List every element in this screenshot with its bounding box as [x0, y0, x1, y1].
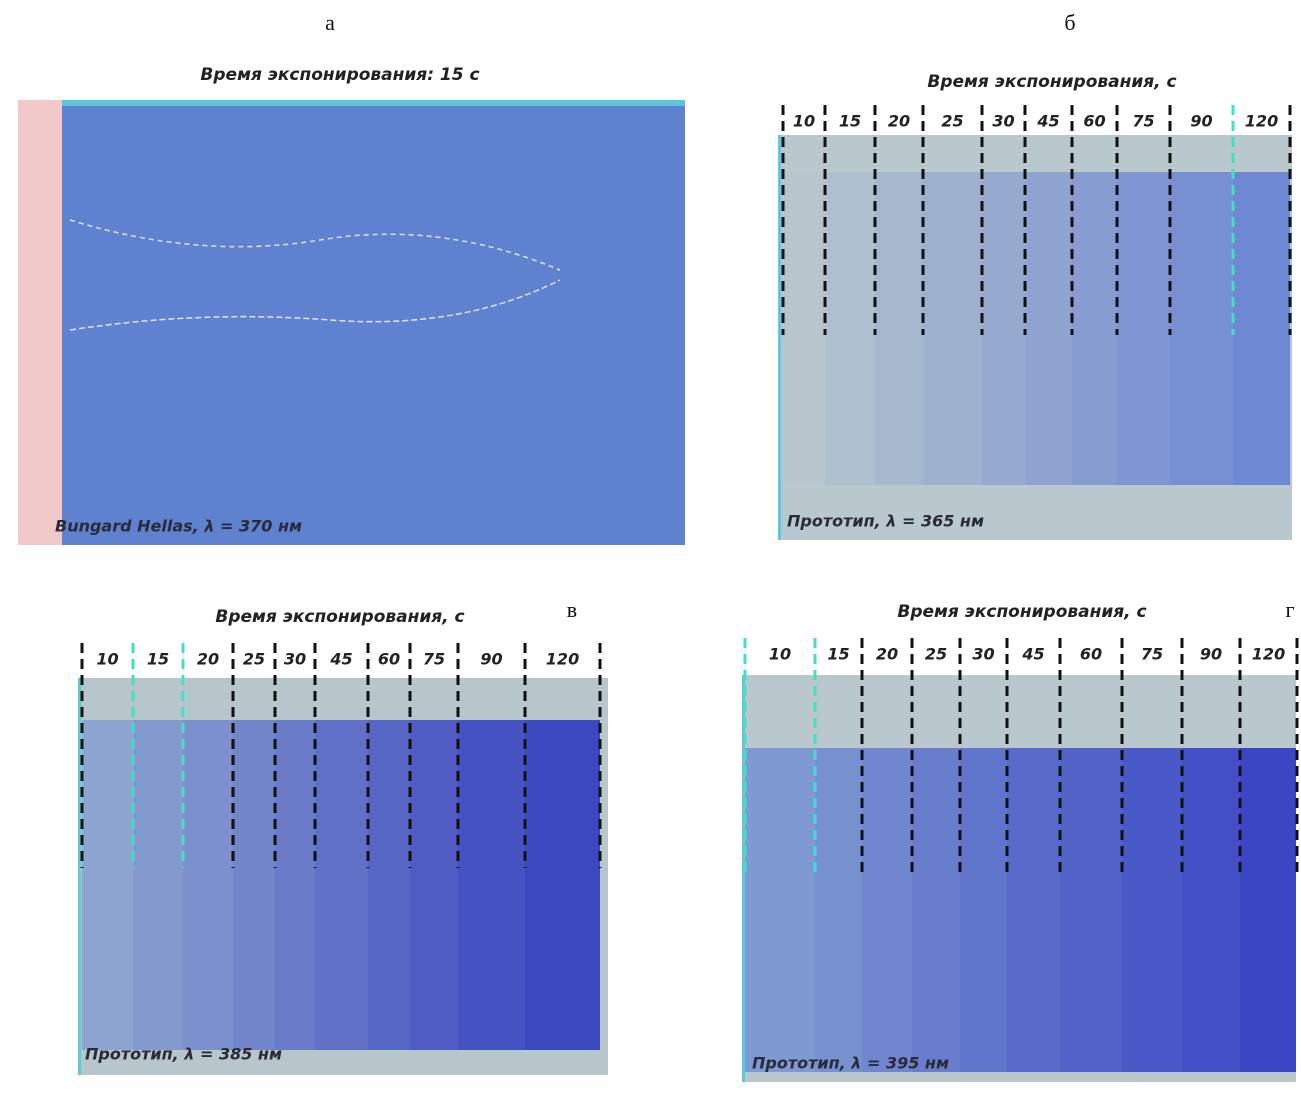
panel-letter: б — [1064, 10, 1075, 35]
exposure-time: 90 — [1200, 645, 1222, 664]
exposed-strip — [1240, 748, 1296, 1072]
exposure-time: 10 — [769, 645, 791, 664]
panel-title: Время экспонирования, с — [897, 602, 1146, 622]
exposure-time: 120 — [1245, 112, 1278, 131]
exposure-time: 75 — [423, 650, 445, 669]
panel-title: Время экспонирования, с — [215, 607, 464, 627]
exposure-time: 75 — [1132, 112, 1154, 131]
panel-letter: г — [1285, 597, 1294, 622]
exposure-time: 60 — [1080, 645, 1102, 664]
exposed-strip — [458, 720, 525, 1050]
panel-letter: в — [567, 597, 577, 622]
exposed-strip — [1072, 172, 1117, 485]
exposed-strip — [1182, 748, 1240, 1072]
exposure-time: 20 — [876, 645, 898, 664]
exposed-strip — [1025, 172, 1072, 485]
exposure-time: 90 — [480, 650, 502, 669]
exposure-time: 45 — [329, 650, 352, 669]
exposed-strip — [862, 748, 912, 1072]
exposed-strip — [410, 720, 458, 1050]
caption: Bungard Hellas, λ = 370 нм — [55, 517, 302, 536]
exposure-time: 20 — [197, 650, 219, 669]
exposure-time: 25 — [925, 645, 947, 664]
exposed-strip — [1170, 172, 1233, 485]
exposure-time: 15 — [827, 645, 849, 664]
exposure-time: 10 — [793, 112, 815, 131]
caption: Прототип, λ = 395 нм — [752, 1054, 949, 1073]
exposed-strip — [982, 172, 1025, 485]
exposure-time: 120 — [1252, 645, 1285, 664]
exposed-strip — [525, 720, 600, 1050]
exposed-strip — [82, 720, 133, 1050]
exposed-strip — [275, 720, 315, 1050]
exposure-time: 20 — [888, 112, 910, 131]
panel-title: Время экспонирования, с — [927, 72, 1176, 92]
exposed-strip — [1007, 748, 1060, 1072]
exposed-strip — [183, 720, 233, 1050]
exposed-strip — [1122, 748, 1182, 1072]
exposed-strip — [133, 720, 183, 1050]
exposure-time: 30 — [284, 650, 306, 669]
photo-border — [62, 100, 685, 106]
exposed-strip — [368, 720, 410, 1050]
exposure-time: 30 — [972, 645, 994, 664]
exposure-time: 60 — [1083, 112, 1105, 131]
photo-border — [778, 135, 781, 540]
caption: Прототип, λ = 385 нм — [85, 1045, 282, 1064]
exposed-strip — [875, 172, 923, 485]
exposed-strip — [815, 748, 862, 1072]
exposure-time: 90 — [1190, 112, 1212, 131]
exposed-strip — [923, 172, 982, 485]
panel-letter: а — [325, 10, 335, 35]
exposed-strip — [745, 748, 815, 1072]
photo-edge — [18, 100, 68, 545]
exposed-strip — [825, 172, 875, 485]
exposed-strip — [960, 748, 1007, 1072]
photo-border — [78, 678, 81, 1075]
figure: Bungard Hellas, λ = 370 нм а Время экспони… — [0, 0, 1301, 1120]
exposure-time: 10 — [96, 650, 118, 669]
exposed-strip — [233, 720, 275, 1050]
exposure-time: 45 — [1036, 112, 1059, 131]
exposed-strip — [1060, 748, 1122, 1072]
exposure-time: 25 — [941, 112, 963, 131]
exposure-time: 15 — [839, 112, 861, 131]
exposed-strip — [1233, 172, 1290, 485]
exposure-time: 120 — [546, 650, 579, 669]
exposed-strip — [315, 720, 368, 1050]
caption: Прототип, λ = 365 нм — [787, 512, 984, 531]
photo — [62, 100, 685, 545]
exposure-time: 75 — [1141, 645, 1163, 664]
exposed-strip — [912, 748, 960, 1072]
exposure-time: 45 — [1021, 645, 1044, 664]
exposed-strip — [783, 172, 825, 485]
exposed-strip — [1117, 172, 1170, 485]
exposure-time: 25 — [243, 650, 265, 669]
exposure-time: 30 — [992, 112, 1014, 131]
exposure-time: 15 — [147, 650, 169, 669]
exposure-time: 60 — [378, 650, 400, 669]
panel-title: Время экспонирования: 15 с — [200, 65, 479, 85]
